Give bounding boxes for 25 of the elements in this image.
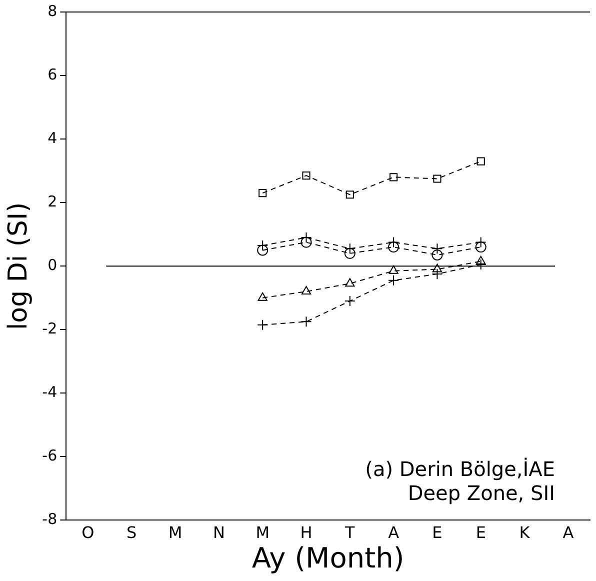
y-tick-label: -6 — [42, 446, 58, 465]
y-tick-label: 6 — [48, 65, 58, 84]
x-tick-label: A — [562, 522, 574, 542]
x-tick-label: S — [126, 522, 137, 542]
y-tick-label: 0 — [48, 256, 58, 274]
x-tick-label: E — [432, 522, 442, 542]
x-axis-title: Ay (Month) — [252, 541, 404, 574]
x-tick-label: O — [82, 522, 94, 542]
annotation: (a) Derin Bölge,İAE — [365, 457, 555, 482]
x-tick-label: H — [300, 522, 312, 542]
y-tick-label: 8 — [48, 2, 58, 20]
x-tick-label: A — [388, 522, 400, 542]
x-tick-label: M — [168, 522, 182, 542]
annotation: Deep Zone, SII — [408, 481, 555, 506]
y-tick-label: 4 — [48, 128, 58, 147]
x-tick-label: N — [212, 522, 225, 542]
x-tick-label: T — [344, 522, 356, 542]
y-tick-label: 2 — [48, 192, 58, 210]
x-tick-label: K — [519, 522, 530, 542]
y-tick-label: -2 — [42, 320, 58, 338]
x-tick-label: M — [256, 522, 270, 542]
y-tick-label: -4 — [42, 383, 58, 402]
x-tick-label: E — [476, 522, 486, 542]
y-tick-label: -8 — [42, 510, 58, 528]
y-axis-title: log Di (SI) — [3, 202, 34, 330]
